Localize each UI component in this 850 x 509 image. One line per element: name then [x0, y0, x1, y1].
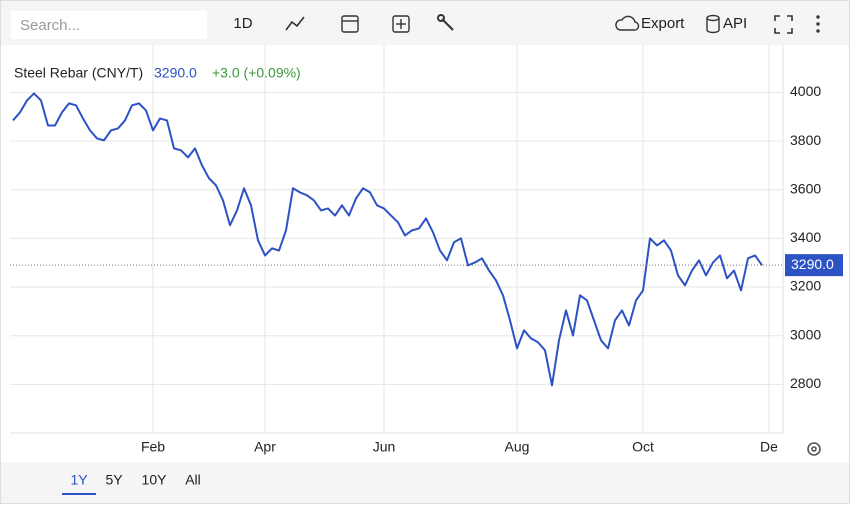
chart-title: Steel Rebar (CNY/T) [14, 65, 143, 81]
search-placeholder[interactable]: Search... [20, 17, 80, 34]
menu-icon[interactable] [816, 15, 820, 33]
settings-wrench-icon[interactable] [437, 14, 454, 31]
y-tick-label: 3600 [790, 180, 821, 196]
chart-settings-icon[interactable] [807, 442, 821, 456]
price-line [12, 92, 763, 387]
y-tick-label: 3200 [790, 278, 821, 294]
x-tick-label: Oct [632, 439, 654, 455]
add-icon[interactable] [392, 15, 410, 33]
range-button[interactable]: 1Y [70, 472, 88, 488]
x-tick-label: Apr [254, 439, 276, 455]
calendar-icon[interactable] [341, 15, 359, 33]
last-price-marker [785, 254, 843, 277]
y-tick-label: 4000 [790, 83, 821, 99]
y-tick-label: 2800 [790, 375, 821, 391]
price-change: +3.0 (+0.09%) [212, 65, 301, 81]
last-price-label: 3290.0 [791, 256, 834, 272]
y-tick-label: 3800 [790, 132, 821, 148]
export-icon[interactable] [615, 15, 640, 31]
x-tick-label: Aug [505, 439, 530, 455]
export-button[interactable]: Export [641, 15, 685, 32]
range-button[interactable]: All [185, 472, 201, 488]
x-tick-label: Jun [373, 439, 396, 455]
y-tick-label: 3400 [790, 229, 821, 245]
search-box[interactable] [11, 11, 207, 39]
fullscreen-icon[interactable] [774, 15, 793, 34]
x-tick-label: Feb [141, 439, 165, 455]
range-button[interactable]: 5Y [105, 472, 123, 488]
range-bar [1, 462, 849, 503]
last-price: 3290.0 [154, 65, 197, 81]
x-tick-label: De [760, 439, 778, 455]
api-button[interactable]: API [723, 15, 747, 32]
chart-type-icon[interactable] [285, 16, 305, 31]
interval-button[interactable]: 1D [233, 15, 252, 32]
api-icon[interactable] [706, 14, 720, 34]
range-button[interactable]: 10Y [142, 472, 168, 488]
y-tick-label: 3000 [790, 326, 821, 342]
